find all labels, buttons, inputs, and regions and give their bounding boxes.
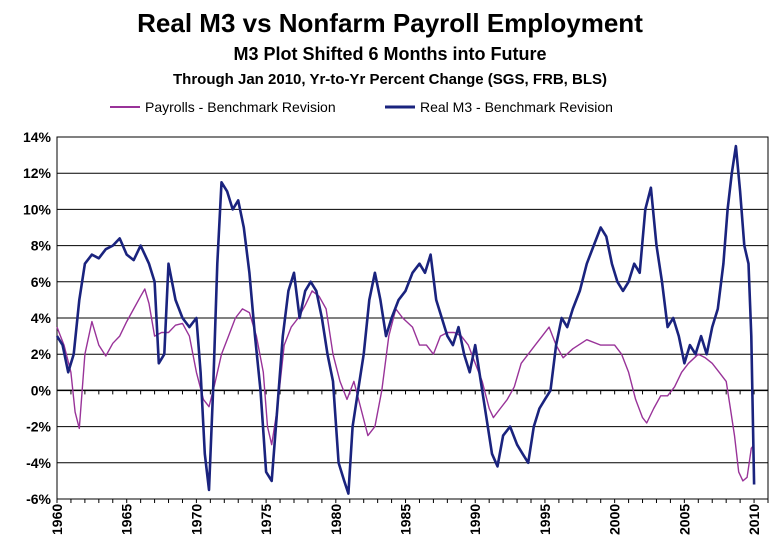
- y-tick-label: 4%: [31, 310, 52, 326]
- axes: [56, 136, 769, 503]
- chart-subtitle: M3 Plot Shifted 6 Months into Future: [233, 44, 547, 64]
- x-tick-label: 1995: [537, 504, 553, 535]
- y-tick-label: -6%: [26, 491, 51, 507]
- x-tick-label: 1970: [188, 504, 204, 535]
- y-tick-label: 0%: [31, 382, 52, 398]
- y-axis-ticks: -6% -4% -2% 0% 2% 4% 6% 8% 10% 12% 14%: [23, 129, 52, 507]
- plot-frame: [56, 136, 769, 500]
- y-tick-label: 10%: [23, 201, 52, 217]
- y-tick-label: 12%: [23, 165, 52, 181]
- chart-title: Real M3 vs Nonfarm Payroll Employment: [137, 8, 643, 38]
- y-tick-label: 14%: [23, 129, 52, 145]
- gridlines: [57, 136, 768, 500]
- x-tick-label: 1975: [258, 504, 274, 535]
- y-tick-label: 6%: [31, 274, 52, 290]
- x-tick-label: 1990: [467, 504, 483, 535]
- y-tick-label: -4%: [26, 455, 51, 471]
- x-tick-label: 1985: [398, 504, 414, 535]
- x-tick-label: 1960: [49, 504, 65, 535]
- series-line-real-m3: [55, 144, 756, 495]
- y-tick-label: 2%: [31, 346, 52, 362]
- legend-label-payrolls: Payrolls - Benchmark Revision: [145, 99, 336, 115]
- x-axis-ticks: 1960 1965 1970 1975 1980 1985 1990 1995 2000 2005…: [49, 504, 762, 535]
- x-tick-label: 2010: [746, 504, 762, 535]
- legend: Payrolls - Benchmark Revision Real M3 - …: [110, 99, 613, 115]
- x-tick-label: 1965: [119, 504, 135, 535]
- y-tick-label: -2%: [26, 419, 51, 435]
- x-tick-label: 2000: [607, 504, 623, 535]
- legend-label-real-m3: Real M3 - Benchmark Revision: [420, 99, 613, 115]
- series-group: [55, 144, 756, 495]
- x-tick-label: 1980: [328, 504, 344, 535]
- series-line-payrolls: [56, 288, 755, 482]
- y-tick-label: 8%: [31, 238, 52, 254]
- chart-subtitle-2: Through Jan 2010, Yr-to-Yr Percent Chang…: [173, 71, 607, 88]
- x-tick-label: 2005: [676, 504, 692, 535]
